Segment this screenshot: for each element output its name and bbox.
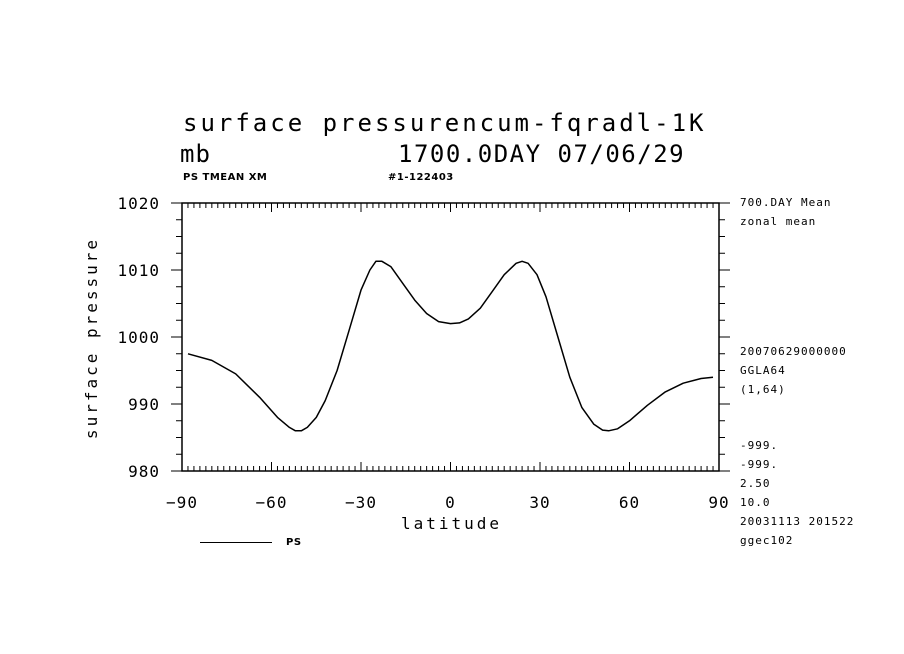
plot-frame	[181, 202, 720, 472]
x-tick-label: 30	[529, 493, 550, 512]
created-timestamp: 20031113 201522	[740, 515, 855, 528]
machine-label: ggec102	[740, 534, 794, 547]
date-code: 20070629000000	[740, 345, 847, 358]
legend: PS	[200, 535, 310, 551]
variable-label: PS TMEAN XM	[183, 172, 268, 183]
interval-label-2: 10.0	[740, 496, 771, 509]
y-tick-label: 1010	[117, 261, 160, 280]
legend-label: PS	[286, 537, 302, 548]
x-axis-label: latitude	[401, 514, 503, 533]
run-id: #1-122403	[388, 172, 454, 183]
mean-label: 700.DAY Mean	[740, 196, 832, 209]
missing-value-1: -999.	[740, 439, 779, 452]
x-tick-label: −30	[345, 493, 377, 512]
x-tick-label: 90	[708, 493, 729, 512]
chart-title: surface pressurencum-fqradl-1K	[183, 109, 707, 137]
y-tick-label: 990	[128, 395, 160, 414]
x-tick-label: −60	[256, 493, 288, 512]
legend-line	[200, 542, 272, 543]
run-info: 1700.0DAY 07/06/29	[398, 140, 686, 168]
series-line-ps	[187, 260, 714, 432]
grid-index: (1,64)	[740, 383, 786, 396]
x-tick-label: −90	[166, 493, 198, 512]
y-tick-label: 980	[128, 462, 160, 481]
interval-label: 2.50	[740, 477, 771, 490]
y-tick-label: 1020	[117, 194, 160, 213]
grid-label: GGLA64	[740, 364, 786, 377]
missing-value-2: -999.	[740, 458, 779, 471]
x-tick-label: 0	[445, 493, 456, 512]
x-tick-label: 60	[619, 493, 640, 512]
unit-label: mb	[180, 140, 211, 168]
y-tick-label: 1000	[117, 328, 160, 347]
zonal-label: zonal mean	[740, 215, 817, 228]
